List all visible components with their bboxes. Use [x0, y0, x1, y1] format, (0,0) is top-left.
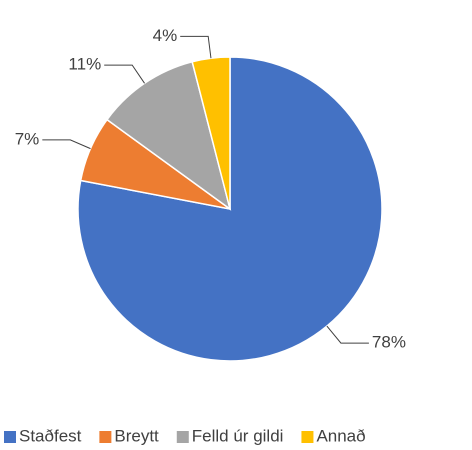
data-label: 11%	[68, 55, 101, 74]
leader-line	[104, 64, 145, 84]
leader-line	[180, 35, 212, 59]
legend-swatch	[301, 431, 314, 443]
leader-line	[42, 139, 91, 150]
data-label: 78%	[372, 333, 406, 352]
pie-slice	[105, 60, 232, 211]
legend-label: Staðfest	[19, 426, 82, 445]
legend-label: Annað	[316, 426, 365, 445]
leader-line	[326, 325, 369, 344]
legend-label: Breytt	[114, 426, 159, 445]
legend-swatch	[176, 431, 189, 443]
pie-slice	[77, 56, 383, 362]
legend-swatch	[99, 431, 112, 443]
legend-label: Felld úr gildi	[192, 426, 284, 445]
pie-slice	[191, 56, 231, 210]
data-label: 4%	[153, 26, 178, 45]
data-label: 7%	[15, 129, 40, 148]
legend-swatch	[4, 431, 16, 443]
